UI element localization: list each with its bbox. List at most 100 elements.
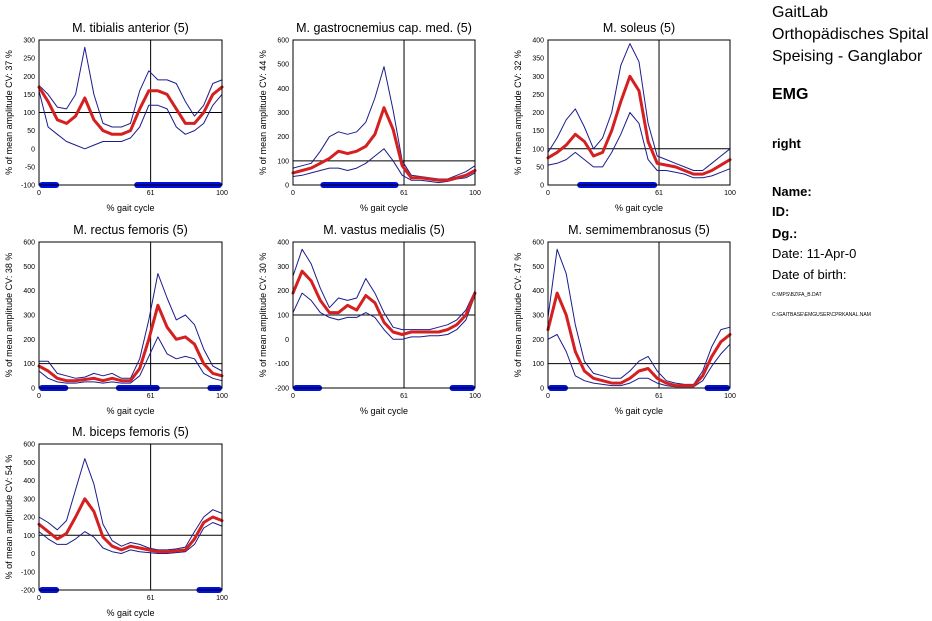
x-tick-label: 61 xyxy=(147,393,155,400)
series-line-mean xyxy=(546,291,732,388)
series-line-lower xyxy=(547,334,731,388)
x-tick-label: 0 xyxy=(37,190,41,197)
plot-frame xyxy=(292,241,476,389)
channel-file-path: C:\GAITBASE\EMGUSER\CPRKANAL.NAM xyxy=(772,312,871,318)
department-name: Speising - Ganglabor xyxy=(772,48,923,65)
y-tick-label: -100 xyxy=(275,361,289,368)
x-tick-label: 61 xyxy=(147,190,155,197)
y-tick-label: 400 xyxy=(277,86,289,93)
y-tick-label: 300 xyxy=(277,110,289,117)
data-file-path: C:\MPS\BZ\FA_B.DAT xyxy=(772,292,822,298)
y-tick-label: 0 xyxy=(31,146,35,153)
x-tick-label: 100 xyxy=(216,393,228,400)
y-axis-label: % of mean amplitude CV: 30 % xyxy=(258,253,268,378)
y-tick-label: -200 xyxy=(21,588,35,595)
y-tick-label: 500 xyxy=(23,460,35,467)
series-line-lower xyxy=(38,90,223,150)
report-type: EMG xyxy=(772,86,809,103)
y-tick-label: 500 xyxy=(23,264,35,271)
emg-chart-4: M. rectus femoris (5) 600 500 400 300 200 100 0… xyxy=(4,223,228,416)
plot-frame xyxy=(38,39,223,186)
series-line-lower xyxy=(292,292,476,340)
body-side: right xyxy=(772,136,801,151)
series-line-mean xyxy=(546,74,732,176)
y-tick-label: 300 xyxy=(23,313,35,320)
y-axis-label: % of mean amplitude CV: 32 % xyxy=(513,50,523,175)
emg-chart-6: M. semimembranosus (5) 600 500 400 300 200 100… xyxy=(513,223,736,416)
y-tick-label: 100 xyxy=(277,158,289,165)
hospital-name: Orthopädisches Spital xyxy=(772,26,929,43)
chart-title: M. semimembranosus (5) xyxy=(568,223,710,237)
x-axis-label: % gait cycle xyxy=(106,406,154,416)
series-line-mean xyxy=(37,303,224,383)
plot-frame xyxy=(292,39,476,186)
y-tick-label: 400 xyxy=(532,288,544,295)
y-axis-label: % of mean amplitude CV: 44 % xyxy=(258,50,268,175)
y-axis-label: % of mean amplitude CV: 47 % xyxy=(513,253,523,378)
x-tick-label: 0 xyxy=(546,190,550,197)
plot-frame xyxy=(38,241,223,389)
emg-chart-3: M. soleus (5) 400 350 300 250 200 150 100 50 00 61… xyxy=(513,21,736,213)
y-tick-label: 150 xyxy=(532,128,544,135)
y-tick-label: 200 xyxy=(532,110,544,117)
chart-title: M. soleus (5) xyxy=(603,21,675,35)
y-tick-label: 600 xyxy=(23,240,35,247)
y-tick-label: 600 xyxy=(23,442,35,449)
plot-frame xyxy=(547,39,731,186)
x-tick-label: 61 xyxy=(655,190,663,197)
series-line-upper xyxy=(38,46,223,128)
y-tick-label: 150 xyxy=(23,92,35,99)
y-tick-label: 0 xyxy=(285,337,289,344)
series-line-mean xyxy=(37,497,224,554)
y-tick-label: 250 xyxy=(23,56,35,63)
y-tick-label: -50 xyxy=(25,164,35,171)
y-tick-label: 0 xyxy=(540,386,544,393)
y-tick-label: 200 xyxy=(23,337,35,344)
y-tick-label: 0 xyxy=(31,551,35,558)
x-axis-label: % gait cycle xyxy=(106,608,154,618)
x-axis-label: % gait cycle xyxy=(360,203,408,213)
y-tick-label: 200 xyxy=(277,288,289,295)
y-tick-label: 100 xyxy=(23,361,35,368)
series-line-mean xyxy=(291,106,477,182)
x-tick-label: 100 xyxy=(469,190,481,197)
y-tick-label: 200 xyxy=(23,515,35,522)
diagnosis-label: Dg.: xyxy=(772,226,798,241)
x-axis-label: % gait cycle xyxy=(360,406,408,416)
lab-name: GaitLab xyxy=(772,4,829,21)
y-tick-label: 250 xyxy=(532,92,544,99)
y-tick-label: 100 xyxy=(23,110,35,117)
y-tick-label: 50 xyxy=(536,164,544,171)
y-tick-label: 300 xyxy=(532,313,544,320)
name-label: Name: xyxy=(772,184,812,199)
series-line-lower xyxy=(547,112,731,179)
y-tick-label: 0 xyxy=(285,183,289,190)
x-axis-label: % gait cycle xyxy=(106,203,154,213)
chart-title: M. gastrocnemius cap. med. (5) xyxy=(296,21,472,35)
y-tick-label: 600 xyxy=(532,240,544,247)
y-tick-label: 500 xyxy=(532,264,544,271)
x-tick-label: 0 xyxy=(291,393,295,400)
series-line-upper xyxy=(38,458,223,551)
x-tick-label: 61 xyxy=(400,190,408,197)
y-tick-label: -200 xyxy=(275,386,289,393)
chart-title: M. tibialis anterior (5) xyxy=(72,21,189,35)
plot-frame xyxy=(547,241,731,389)
x-tick-label: 0 xyxy=(37,393,41,400)
chart-title: M. biceps femoris (5) xyxy=(72,425,189,439)
y-tick-label: 400 xyxy=(532,38,544,45)
series-line-upper xyxy=(547,43,731,171)
x-tick-label: 100 xyxy=(469,393,481,400)
series-line-lower xyxy=(38,522,223,554)
chart-title: M. vastus medialis (5) xyxy=(323,223,445,237)
date-text: Date: 11-Apr-0 xyxy=(772,246,857,261)
y-tick-label: 0 xyxy=(31,386,35,393)
y-tick-label: 600 xyxy=(277,38,289,45)
y-tick-label: 200 xyxy=(23,74,35,81)
series-line-upper xyxy=(39,273,223,379)
x-tick-label: 0 xyxy=(546,393,550,400)
y-tick-label: 300 xyxy=(23,38,35,45)
y-tick-label: -100 xyxy=(21,569,35,576)
y-tick-label: 100 xyxy=(23,533,35,540)
y-axis-label: % of mean amplitude CV: 38 % xyxy=(4,253,14,378)
